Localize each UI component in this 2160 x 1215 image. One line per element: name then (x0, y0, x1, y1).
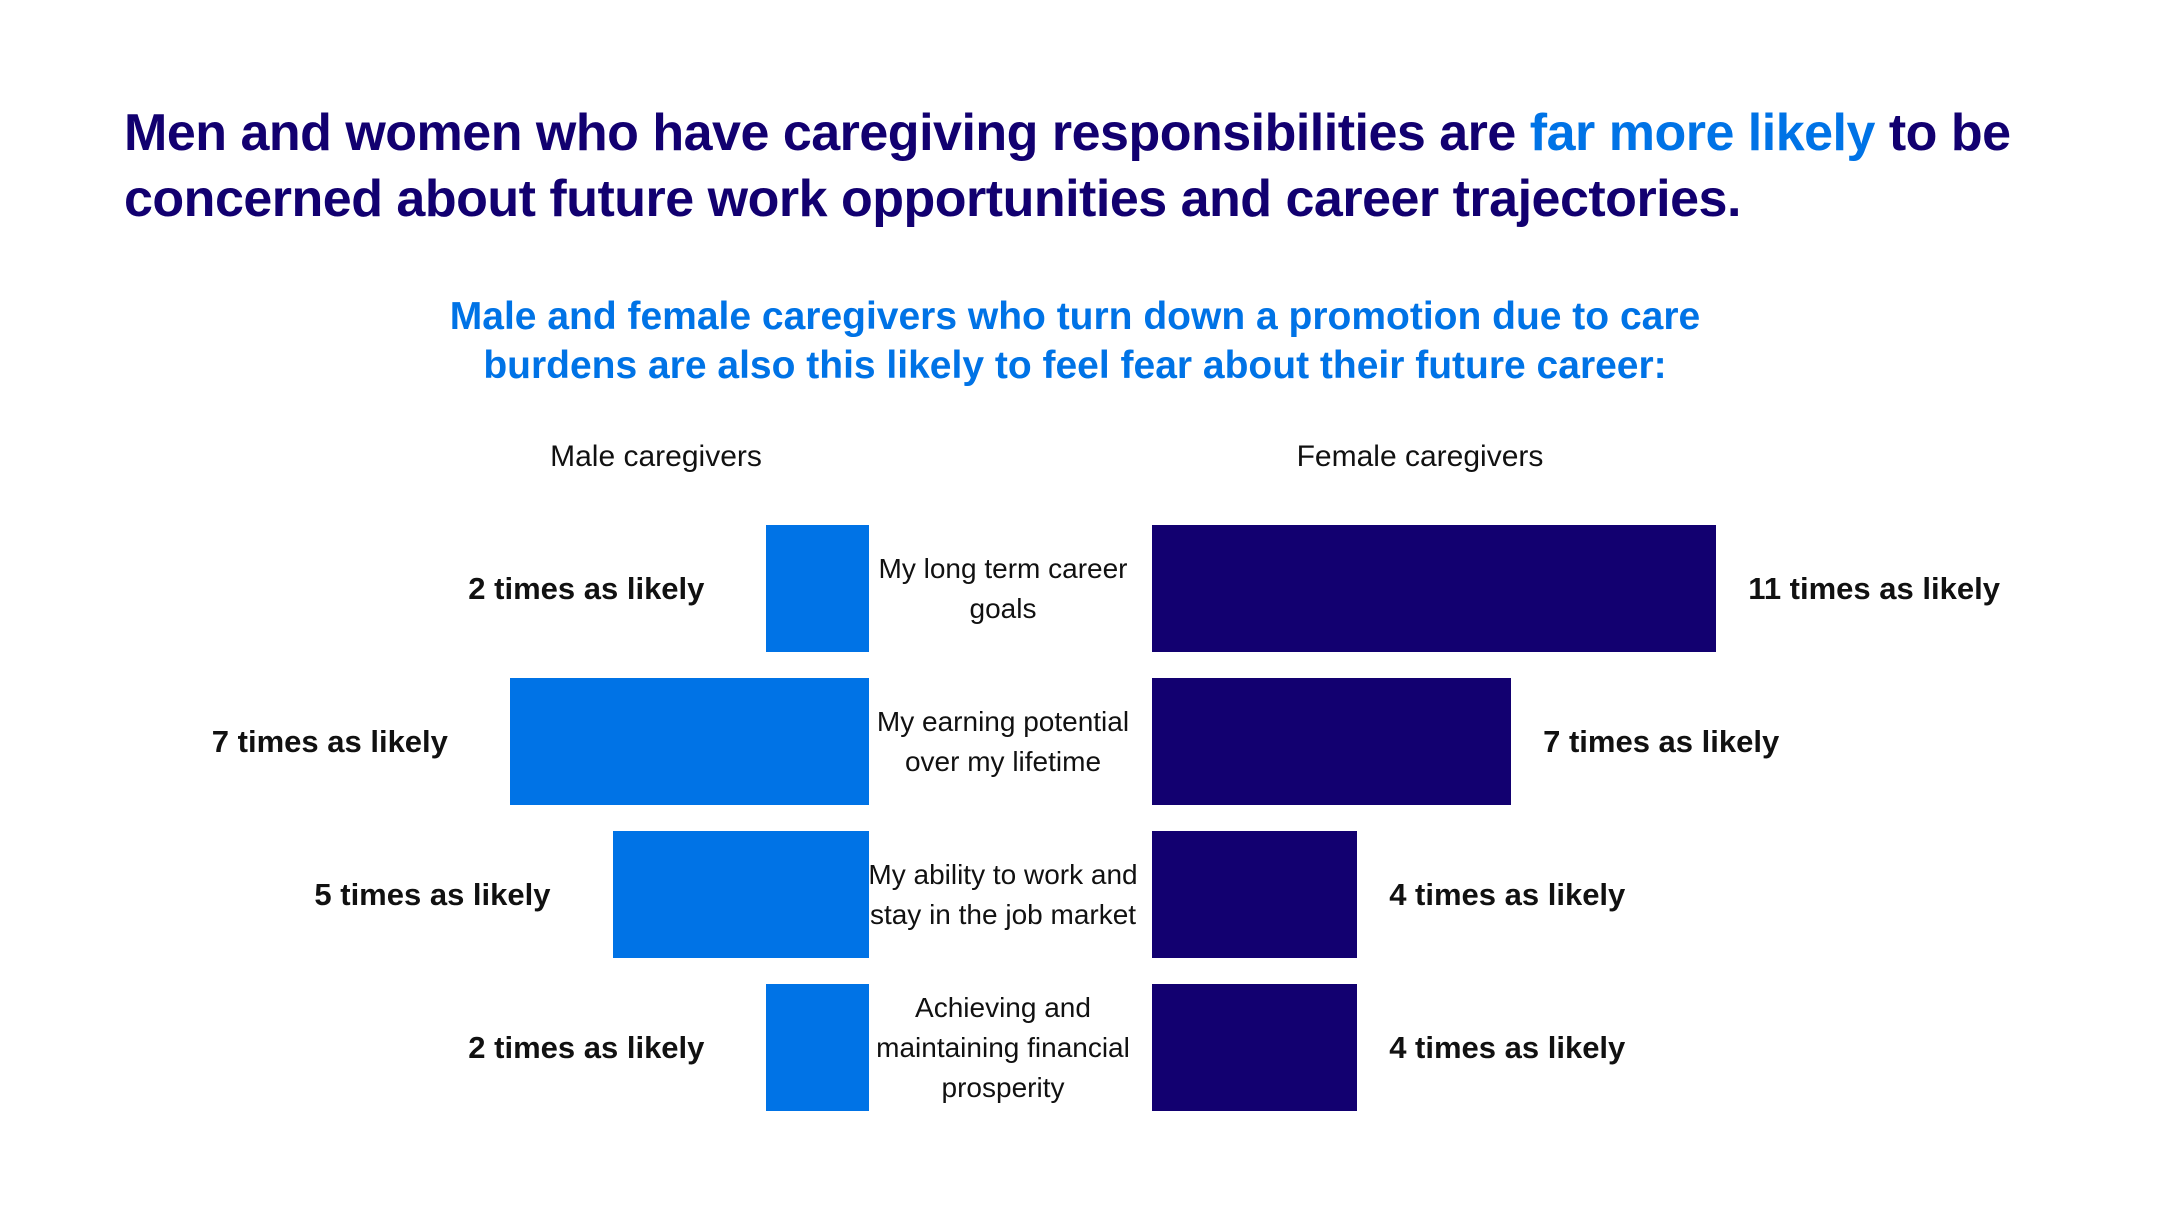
bar (1152, 525, 1717, 652)
value-label: 2 times as likely (468, 1029, 705, 1065)
title-part: to be concerned about future work opport… (124, 104, 2011, 228)
bar (509, 678, 869, 805)
bar (1152, 678, 1512, 805)
category-label: My long term career goals (878, 552, 1128, 624)
value-label: 11 times as likely (1748, 570, 2000, 606)
chart-subtitle: Male and female caregivers who turn down… (449, 295, 1701, 387)
bar (766, 984, 869, 1111)
value-label: 5 times as likely (314, 876, 551, 912)
value-label: 7 times as likely (1543, 723, 1780, 759)
bar (1152, 984, 1358, 1111)
title-part: Men and women who have caregiving respon… (124, 104, 1516, 162)
category-label: Achieving and maintaining financial pros… (876, 991, 1130, 1103)
value-label: 4 times as likely (1389, 1029, 1626, 1065)
chart-title: Men and women who have caregiving respon… (124, 100, 2084, 232)
legend-label: Female caregivers (1296, 440, 1544, 473)
bar (766, 525, 869, 652)
bar (1152, 831, 1358, 958)
category-label: My earning potential over my lifetime (876, 705, 1130, 777)
value-label: 2 times as likely (468, 570, 705, 606)
value-label: 7 times as likely (211, 723, 448, 759)
category-label: My ability to work and stay in the job m… (868, 858, 1138, 930)
legend-label: Male caregivers (550, 440, 762, 473)
value-label: 4 times as likely (1389, 876, 1626, 912)
title-highlight: far more likely (1529, 104, 1876, 162)
bar (612, 831, 869, 958)
